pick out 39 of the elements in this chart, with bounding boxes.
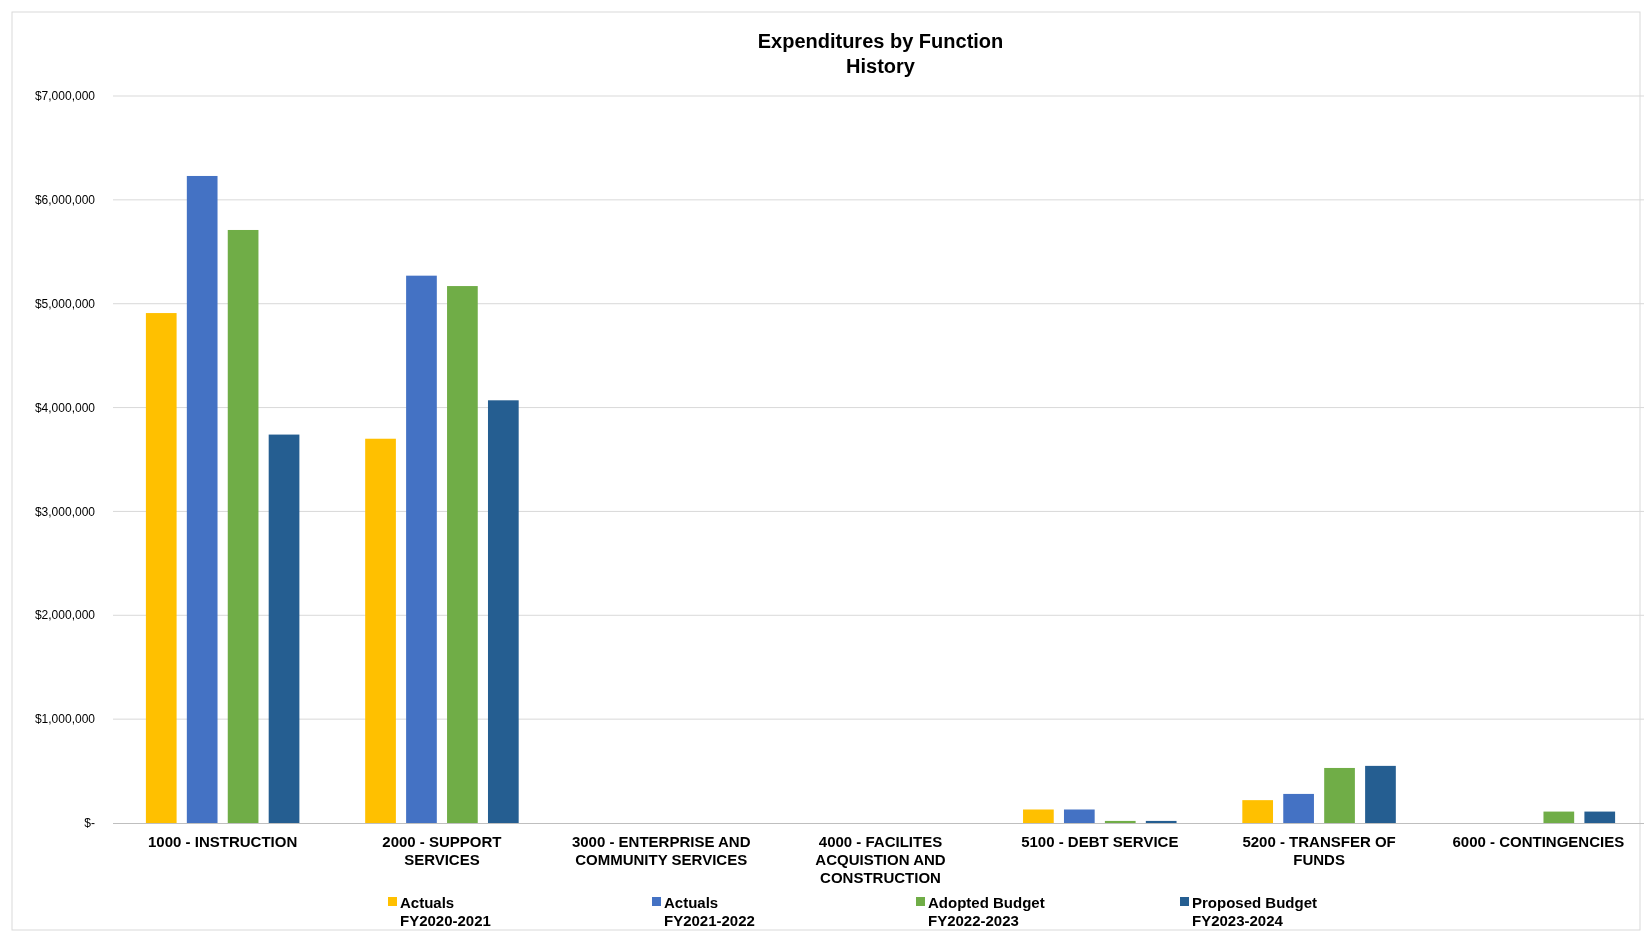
bar	[447, 286, 478, 823]
y-tick-label: $3,000,000	[34, 504, 96, 519]
bar	[406, 275, 437, 823]
y-tick-label: $5,000,000	[34, 296, 96, 311]
bar	[1365, 765, 1396, 823]
bar	[186, 175, 218, 823]
y-tick-label: $2,000,000	[34, 608, 96, 623]
bar	[365, 438, 396, 823]
chart-subtitle: History	[846, 55, 916, 77]
x-tick-label: 3000 - ENTERPRISE AND COMMUNITY SERVICES	[571, 833, 751, 868]
bar	[1063, 809, 1095, 823]
x-tick-label: 5200 - TRANSFER OF FUNDS	[1242, 833, 1396, 868]
legend-label: Actuals FY2020-2021	[400, 894, 491, 929]
y-tick-label: $7,000,000	[34, 89, 96, 104]
chart-title: Expenditures by Function	[757, 30, 1004, 52]
bar	[1584, 811, 1616, 823]
bar	[1283, 793, 1314, 823]
x-tick-label: 1000 - INSTRUCTION	[148, 833, 298, 850]
bar	[145, 313, 177, 823]
x-tick-label: 4000 - FACILITES ACQUISTION AND CONSTRUCTION	[815, 833, 946, 886]
bar	[1145, 820, 1177, 823]
bar	[1543, 811, 1575, 823]
bar	[487, 400, 519, 823]
x-tick-label: 6000 - CONTINGENCIES	[1452, 833, 1625, 850]
legend-label: Proposed Budget FY2023-2024	[1192, 894, 1318, 929]
bar	[1324, 767, 1355, 823]
y-tick-label: $-	[84, 816, 95, 831]
bar	[1104, 820, 1136, 823]
y-tick-label: $6,000,000	[34, 193, 96, 208]
bar	[268, 434, 300, 823]
y-tick-label: $4,000,000	[34, 400, 96, 415]
legend-label: Actuals FY2021-2022	[664, 894, 755, 929]
bar	[1242, 800, 1274, 823]
bar	[1023, 809, 1054, 823]
bar	[227, 229, 259, 823]
legend-label: Adopted Budget FY2022-2023	[928, 894, 1045, 929]
x-tick-label: 2000 - SUPPORT SERVICES	[382, 833, 502, 868]
x-tick-label: 5100 - DEBT SERVICE	[1021, 833, 1179, 850]
y-tick-label: $1,000,000	[34, 712, 96, 727]
